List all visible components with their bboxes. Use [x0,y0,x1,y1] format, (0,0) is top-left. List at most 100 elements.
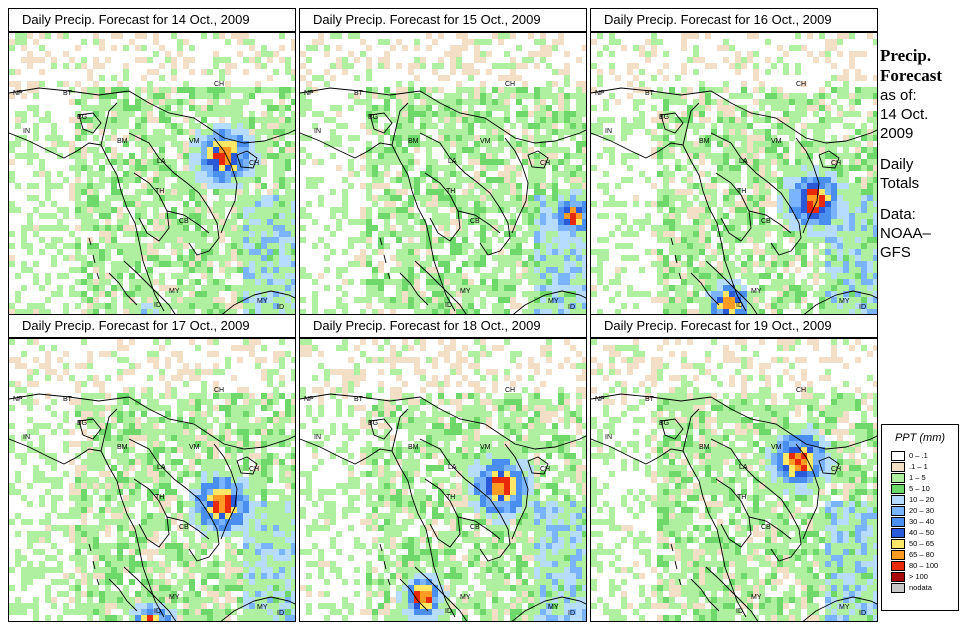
data-label: Data: [880,206,916,223]
legend-label: 20 – 30 [909,506,935,515]
precip-grid [300,33,586,315]
legend-label: 30 – 40 [909,517,935,526]
country-label: CB [470,524,480,531]
legend-swatch [891,494,905,505]
data-source-1: NOAA– [880,225,931,242]
legend-label: 10 – 20 [909,495,935,504]
country-label: CB [179,218,189,225]
country-label: VM [771,138,782,145]
country-label: CH [831,466,841,473]
country-label: MY [460,288,471,295]
coastlines [591,87,877,315]
country-label: IN [23,434,30,441]
country-label: BT [645,396,655,403]
legend-item: 80 – 100 [891,560,958,571]
precip-map[interactable]: NP BT BG IN CH BM VM LA TH CB CH MY MY ID ID [8,32,296,316]
country-label: MY [839,604,850,611]
precip-map-svg: NP BT BG IN CH BM VM LA TH CB CH MY MY ID ID [300,33,586,315]
country-label: VM [189,138,200,145]
country-label: TH [155,188,164,195]
precip-map[interactable]: NP BT BG IN CH BM VM LA TH CB CH MY MY ID ID [299,32,587,316]
country-label: NP [304,90,314,97]
legend-label: 65 – 80 [909,550,935,559]
country-label: BG [77,420,87,427]
legend-swatch [891,549,905,560]
country-label: MY [548,298,559,305]
precip-grid [9,339,295,621]
country-label: BM [117,444,128,451]
country-label: IN [314,128,321,135]
country-label: CH [249,160,259,167]
precip-map[interactable]: NP BT BG IN CH BM VM LA TH CB CH MY MY ID ID [8,338,296,622]
country-label: ID [445,608,452,615]
legend-swatch [891,538,905,549]
legend-swatch [891,472,905,483]
country-label: TH [737,188,746,195]
precip-grid [300,339,586,621]
precip-map[interactable]: NP BT BG IN CH BM VM LA TH CB CH MY MY ID ID [590,338,878,622]
precip-map[interactable]: NP BT BG IN CH BM VM LA TH CB CH MY MY ID ID [299,338,587,622]
precip-map-svg: NP BT BG IN CH BM VM LA TH CB CH MY MY ID ID [9,339,295,621]
country-label: IN [605,434,612,441]
country-label: ID [277,304,284,311]
legend-swatch [891,582,905,593]
country-label: CH [796,387,806,394]
country-label: NP [595,396,605,403]
legend-item: 20 – 30 [891,505,958,516]
country-label: LA [739,464,748,471]
country-label: ID [859,610,866,617]
legend-label: 50 – 65 [909,539,935,548]
country-label: VM [480,444,491,451]
country-label: ID [277,610,284,617]
country-label: LA [448,464,457,471]
country-label: MY [257,298,268,305]
country-label: CH [214,387,224,394]
country-label: LA [448,158,457,165]
legend-label: > 100 [909,572,928,581]
country-label: LA [739,158,748,165]
country-label: CB [179,524,189,531]
country-label: VM [480,138,491,145]
coastlines [300,393,586,621]
country-label: CH [540,466,550,473]
country-label: CH [249,466,259,473]
legend-item: 50 – 65 [891,538,958,549]
country-label: ID [154,608,161,615]
country-label: BG [659,114,669,121]
country-label: ID [736,302,743,309]
legend-label: .1 – 1 [909,462,928,471]
precip-grid [591,339,877,621]
country-label: MY [169,594,180,601]
panel-title: Daily Precip. Forecast for 17 Oct., 2009 [8,314,296,338]
country-label: VM [189,444,200,451]
legend-swatch [891,483,905,494]
country-label: CH [505,387,515,394]
legend-label: 5 – 10 [909,484,930,493]
country-label: NP [13,396,23,403]
precip-map-svg: NP BT BG IN CH BM VM LA TH CB CH MY MY ID ID [591,33,877,315]
country-label: MY [257,604,268,611]
country-label: LA [157,464,166,471]
legend-swatch [891,571,905,582]
side-info: Precip. Forecast as of: 14 Oct. 2009 Dai… [880,46,960,262]
legend-swatch [891,560,905,571]
as-of-date: 14 Oct. [880,106,929,123]
as-of-label: as of: [880,87,917,104]
country-label: BG [368,114,378,121]
country-label: BG [77,114,87,121]
data-source-2: GFS [880,244,911,261]
country-label: IN [23,128,30,135]
legend-item: 10 – 20 [891,494,958,505]
country-label: BT [63,90,73,97]
precip-map[interactable]: NP BT BG IN CH BM VM LA TH CB CH MY MY ID ID [590,32,878,316]
country-label: CB [761,524,771,531]
country-label: LA [157,158,166,165]
legend-item: 5 – 10 [891,483,958,494]
legend-item: 40 – 50 [891,527,958,538]
country-label: NP [13,90,23,97]
country-label: NP [304,396,314,403]
country-label: CH [214,81,224,88]
coastlines [9,87,295,315]
country-label: BT [63,396,73,403]
country-label: MY [169,288,180,295]
